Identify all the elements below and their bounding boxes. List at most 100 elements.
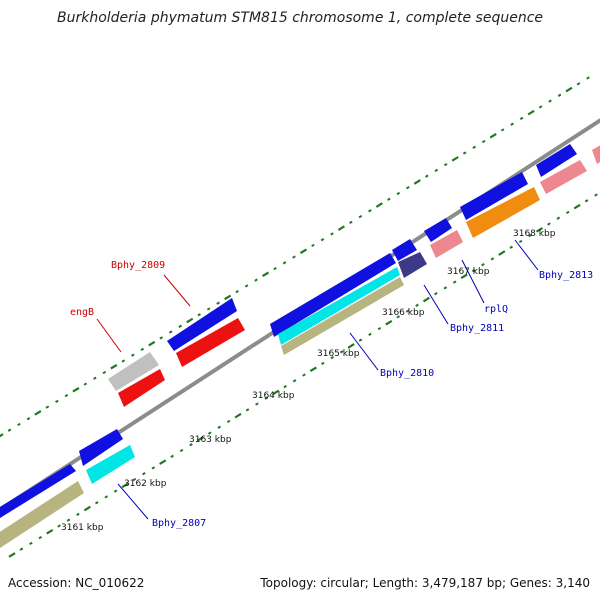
minor-tick: [151, 466, 156, 470]
gene-feature[interactable]: [270, 253, 396, 337]
major-tick: [385, 319, 393, 326]
minor-tick: [142, 472, 146, 476]
label-leader: [349, 332, 379, 371]
major-tick: [565, 86, 573, 93]
minor-tick: [443, 162, 448, 167]
minor-tick: [45, 405, 50, 409]
minor-tick: [292, 255, 296, 259]
minor-tick: [548, 99, 552, 103]
gene-label-rplq[interactable]: rplQ: [484, 304, 508, 315]
minor-tick: [254, 278, 258, 282]
minor-tick: [556, 216, 561, 220]
minor-tick: [19, 547, 24, 551]
minor-tick: [481, 139, 486, 144]
minor-tick: [292, 379, 297, 383]
gene-feature[interactable]: [0, 464, 76, 518]
label-leader: [163, 274, 191, 307]
minor-tick: [197, 313, 201, 317]
major-tick: [527, 109, 535, 116]
major-tick: [460, 273, 468, 280]
minor-tick: [434, 292, 438, 296]
major-tick: [234, 412, 242, 419]
minor-tick: [586, 76, 590, 80]
inner-tick-row: [8, 193, 598, 558]
gene-feature[interactable]: [466, 187, 540, 238]
gene-feature[interactable]: [176, 318, 245, 367]
minor-tick: [339, 350, 344, 354]
minor-tick: [121, 359, 126, 363]
minor-tick: [425, 174, 429, 178]
major-tick: [83, 505, 91, 512]
minor-tick: [434, 168, 439, 173]
gene-feature[interactable]: [118, 369, 165, 407]
scale-label: 3165 kbp: [317, 349, 360, 359]
minor-tick: [179, 448, 184, 453]
minor-tick: [594, 193, 598, 197]
gene-feature[interactable]: [108, 352, 159, 391]
major-tick: [110, 363, 118, 370]
gene-feature[interactable]: [0, 481, 84, 548]
minor-tick: [387, 197, 391, 201]
minor-tick: [330, 232, 334, 236]
label-leader: [514, 239, 539, 271]
scale-label: 3162 kbp: [124, 479, 167, 489]
minor-tick: [518, 239, 523, 244]
scale-label: 3167 kbp: [447, 267, 490, 277]
gene-label-bphy-2807[interactable]: Bphy_2807: [152, 518, 206, 529]
minor-tick: [396, 191, 401, 196]
minor-tick: [217, 425, 221, 429]
minor-tick: [311, 243, 315, 248]
gene-feature[interactable]: [540, 160, 587, 194]
scale-label: 3161 kbp: [61, 523, 104, 533]
gene-feature[interactable]: [86, 445, 135, 484]
label-leader: [423, 284, 449, 325]
minor-tick: [452, 280, 457, 284]
gene-feature[interactable]: [460, 172, 528, 220]
major-tick: [573, 203, 581, 210]
minor-tick: [584, 199, 589, 203]
major-tick: [148, 340, 156, 347]
gene-feature[interactable]: [281, 277, 404, 355]
gene-feature[interactable]: [430, 230, 463, 258]
label-leader: [96, 318, 122, 353]
minor-tick: [368, 209, 372, 213]
minor-tick: [368, 332, 372, 336]
gene-label-bphy-2810[interactable]: Bphy_2810: [380, 368, 434, 379]
major-tick: [299, 248, 308, 254]
minor-tick: [443, 286, 448, 290]
minor-tick: [349, 220, 353, 224]
minor-tick: [95, 501, 99, 505]
minor-tick: [547, 222, 551, 226]
minor-tick: [17, 422, 21, 427]
gene-label-engB[interactable]: engB: [70, 307, 94, 318]
minor-tick: [132, 477, 137, 482]
gene-feature[interactable]: [392, 239, 417, 261]
major-tick: [375, 202, 383, 208]
gene-label-bphy-2811[interactable]: Bphy_2811: [450, 323, 504, 334]
gene-feature[interactable]: [79, 429, 123, 466]
minor-tick: [26, 417, 31, 421]
minor-tick: [358, 214, 363, 219]
gene-feature[interactable]: [592, 142, 600, 164]
gene-label-bphy-2813[interactable]: Bphy_2813: [539, 270, 593, 281]
gene-feature[interactable]: [278, 267, 400, 345]
minor-tick: [565, 210, 570, 215]
minor-tick: [510, 122, 514, 126]
gene-feature[interactable]: [536, 144, 577, 177]
minor-tick: [377, 326, 382, 331]
major-tick: [413, 179, 421, 185]
minor-tick: [38, 535, 43, 540]
gene-feature[interactable]: [167, 298, 237, 351]
minor-tick: [83, 382, 88, 386]
gene-feature[interactable]: [398, 252, 427, 278]
outer-tick-row: [0, 76, 590, 438]
minor-tick: [104, 495, 109, 499]
major-tick: [451, 156, 459, 162]
minor-tick: [7, 428, 12, 432]
gene-feature[interactable]: [424, 218, 452, 242]
gene-label-bphy-2809[interactable]: Bphy_2809: [111, 260, 165, 271]
major-tick: [489, 132, 497, 139]
minor-tick: [189, 443, 193, 447]
minor-tick: [405, 309, 410, 313]
